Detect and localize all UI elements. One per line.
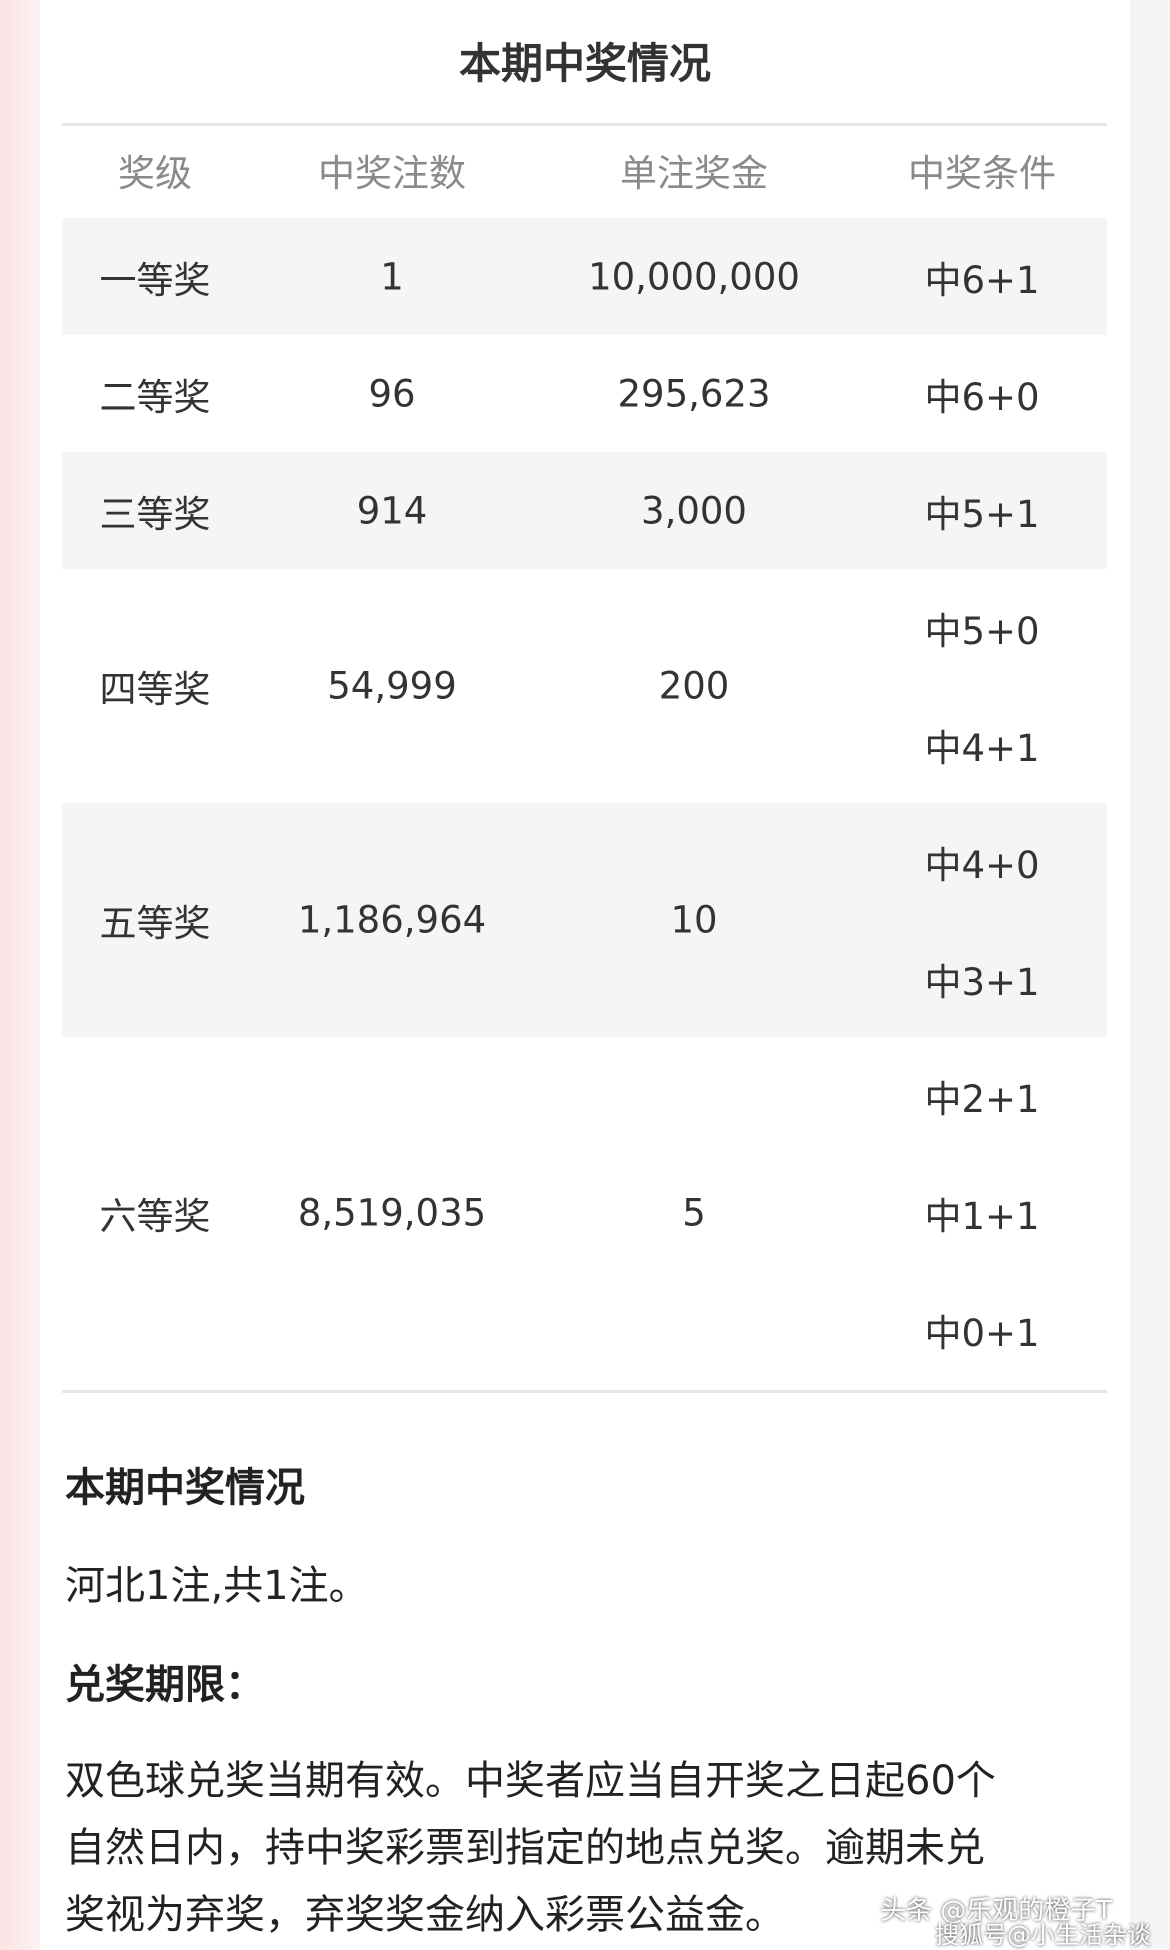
count-cell: 1 bbox=[380, 255, 404, 298]
prize-cell: 3,000 bbox=[641, 489, 747, 532]
row-background bbox=[62, 218, 1107, 335]
deadline-line: 自然日内，持中奖彩票到指定的地点兑奖。逾期未兑 bbox=[65, 1825, 985, 1871]
level-cell: 三等奖 bbox=[99, 492, 211, 536]
level-cell: 一等奖 bbox=[99, 258, 211, 302]
section-title: 本期中奖情况 bbox=[65, 1465, 305, 1511]
count-cell: 8,519,035 bbox=[297, 1191, 487, 1234]
prize-cell: 200 bbox=[658, 664, 730, 708]
level-cell: 二等奖 bbox=[99, 375, 211, 419]
header-cell: 中奖注数 bbox=[318, 152, 466, 195]
condition-cell: 中4+0 bbox=[924, 843, 1040, 887]
level-cell: 四等奖 bbox=[99, 668, 211, 711]
prize-cell: 10,000,000 bbox=[588, 255, 800, 298]
count-cell: 96 bbox=[368, 372, 416, 415]
prize-cell: 5 bbox=[682, 1191, 706, 1234]
count-cell: 914 bbox=[356, 489, 428, 532]
deadline-title: 兑奖期限： bbox=[65, 1662, 265, 1708]
count-cell: 1,186,964 bbox=[297, 898, 487, 942]
card-title: 本期中奖情况 bbox=[458, 39, 711, 88]
count-cell: 54,999 bbox=[327, 664, 457, 708]
watermark: 搜狐号@小生活杂谈 bbox=[935, 1921, 1151, 1949]
condition-cell: 中2+1 bbox=[924, 1077, 1040, 1121]
condition-cell: 中5+0 bbox=[924, 609, 1040, 653]
header-cell: 奖级 bbox=[118, 152, 192, 195]
condition-cell: 中4+1 bbox=[924, 726, 1040, 770]
row-background bbox=[62, 803, 1107, 1037]
condition-cell: 中5+1 bbox=[924, 492, 1040, 536]
level-cell: 五等奖 bbox=[99, 902, 211, 945]
section-text: 河北1注,共1注。 bbox=[65, 1563, 369, 1609]
condition-cell: 中3+1 bbox=[924, 960, 1040, 1004]
row-background bbox=[62, 452, 1107, 569]
header-cell: 单注奖金 bbox=[620, 152, 768, 195]
prize-cell: 295,623 bbox=[617, 372, 771, 415]
condition-cell: 中6+0 bbox=[924, 375, 1040, 419]
condition-cell: 中1+1 bbox=[924, 1194, 1040, 1238]
watermark: 头条 @乐观的橙子T bbox=[880, 1896, 1113, 1926]
header-cell: 中奖条件 bbox=[908, 152, 1056, 195]
deadline-line: 奖视为弃奖，弃奖奖金纳入彩票公益金。 bbox=[65, 1892, 785, 1938]
condition-cell: 中6+1 bbox=[924, 258, 1040, 302]
level-cell: 六等奖 bbox=[99, 1194, 211, 1238]
divider bbox=[62, 123, 1107, 126]
divider bbox=[62, 1390, 1107, 1393]
condition-cell: 中0+1 bbox=[924, 1311, 1040, 1355]
deadline-line: 双色球兑奖当期有效。中奖者应当自开奖之日起60个 bbox=[65, 1758, 996, 1804]
prize-cell: 10 bbox=[670, 898, 718, 942]
